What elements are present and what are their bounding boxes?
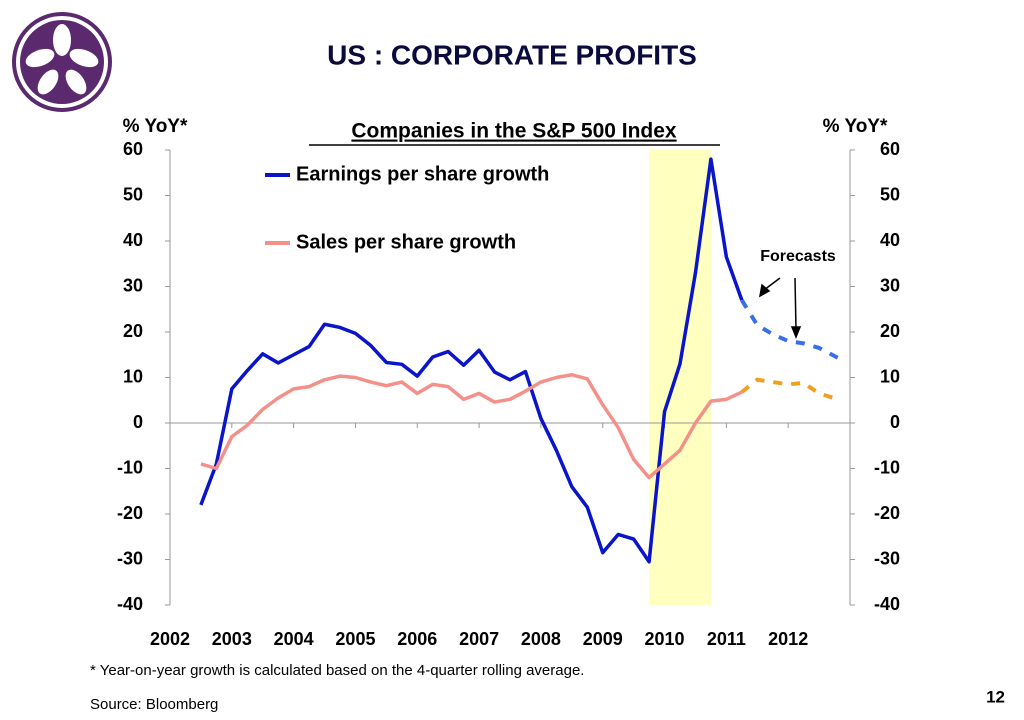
- y-tick-label: -10: [117, 457, 143, 477]
- y-tick-label: 0: [133, 412, 143, 432]
- y2-tick-label: -20: [874, 503, 900, 523]
- x-tick-label: 2002: [150, 629, 190, 649]
- y2-tick-label: 40: [880, 230, 900, 250]
- y2-tick-label: 0: [890, 412, 900, 432]
- x-tick-label: 2005: [335, 629, 375, 649]
- forecast-line: [740, 377, 842, 403]
- y2-tick-label: 20: [880, 321, 900, 341]
- y-tick-label: 20: [123, 321, 143, 341]
- page-number: 12: [986, 687, 1005, 706]
- x-tick-label: 2003: [212, 629, 252, 649]
- legend-label: Sales per share growth: [296, 231, 516, 253]
- y-tick-label: -40: [117, 594, 143, 614]
- y2-axis-label: % YoY*: [823, 116, 888, 137]
- x-tick-label: 2012: [768, 629, 808, 649]
- source: Source: Bloomberg: [90, 696, 218, 713]
- slide-title: US : CORPORATE PROFITS: [327, 39, 697, 70]
- footnote: * Year-on-year growth is calculated base…: [90, 662, 584, 679]
- y-axis-label: % YoY*: [123, 116, 188, 137]
- y-tick-label: 60: [123, 139, 143, 159]
- y-tick-label: 50: [123, 184, 143, 204]
- forecast-line: [740, 299, 842, 362]
- y2-tick-label: 10: [880, 366, 900, 386]
- y2-tick-label: -10: [874, 457, 900, 477]
- series-line: [199, 157, 744, 564]
- chart-subtitle: Companies in the S&P 500 Index: [351, 120, 677, 143]
- annotation-arrows: [758, 277, 802, 340]
- y2-tick-label: 60: [880, 139, 900, 159]
- y2-tick-label: -40: [874, 594, 900, 614]
- annotation: Forecasts: [760, 248, 836, 265]
- x-tick-label: 2004: [274, 629, 314, 649]
- y2-tick-label: 30: [880, 275, 900, 295]
- y-tick-label: -20: [117, 503, 143, 523]
- x-tick-label: 2011: [707, 629, 746, 649]
- legend-label: Earnings per share growth: [296, 163, 549, 185]
- y2-tick-label: -30: [874, 548, 900, 568]
- logo: [12, 12, 112, 112]
- x-tick-label: 2008: [521, 629, 561, 649]
- y-tick-label: 40: [123, 230, 143, 250]
- x-tick-label: 2006: [397, 629, 437, 649]
- y-tick-label: -30: [117, 548, 143, 568]
- x-tick-label: 2009: [583, 629, 623, 649]
- x-tick-label: 2010: [645, 629, 685, 649]
- series-line: [200, 373, 743, 480]
- y-tick-label: 10: [123, 366, 143, 386]
- y-tick-label: 30: [123, 275, 143, 295]
- y2-tick-label: 50: [880, 184, 900, 204]
- x-tick-label: 2007: [459, 629, 499, 649]
